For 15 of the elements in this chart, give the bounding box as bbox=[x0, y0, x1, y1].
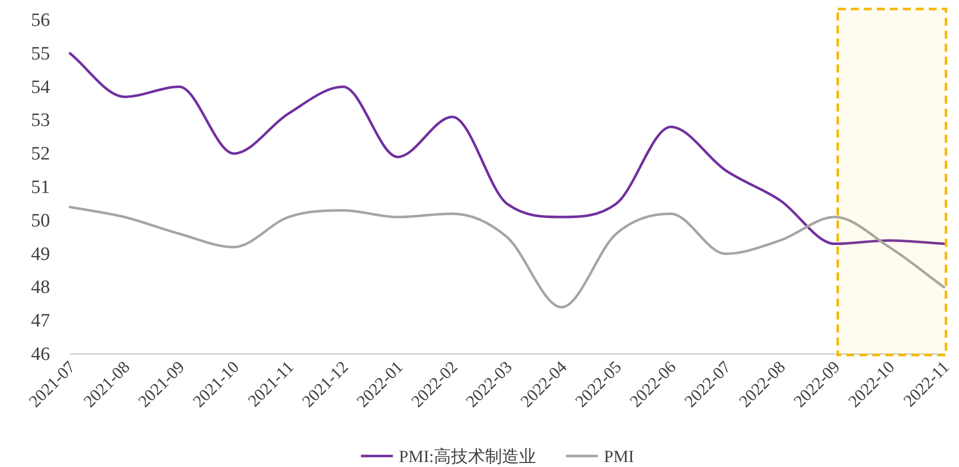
y-tick-label: 50 bbox=[31, 210, 50, 232]
line-series bbox=[68, 206, 946, 308]
y-tick-label: 54 bbox=[31, 76, 50, 98]
y-tick-label: 55 bbox=[31, 43, 50, 64]
line-series bbox=[68, 52, 946, 246]
legend-label: PMI:高技术制造业 bbox=[398, 447, 536, 466]
y-tick-label: 49 bbox=[31, 244, 50, 265]
y-tick-label: 53 bbox=[31, 110, 50, 132]
y-tick-label: 48 bbox=[31, 277, 50, 298]
legend-label: PMI bbox=[604, 447, 634, 466]
y-tick-label: 52 bbox=[31, 144, 50, 165]
y-tick-label: 51 bbox=[31, 177, 50, 198]
y-tick-label: 56 bbox=[31, 10, 50, 31]
y-tick-label: 46 bbox=[31, 344, 50, 365]
y-tick-label: 47 bbox=[31, 310, 50, 332]
